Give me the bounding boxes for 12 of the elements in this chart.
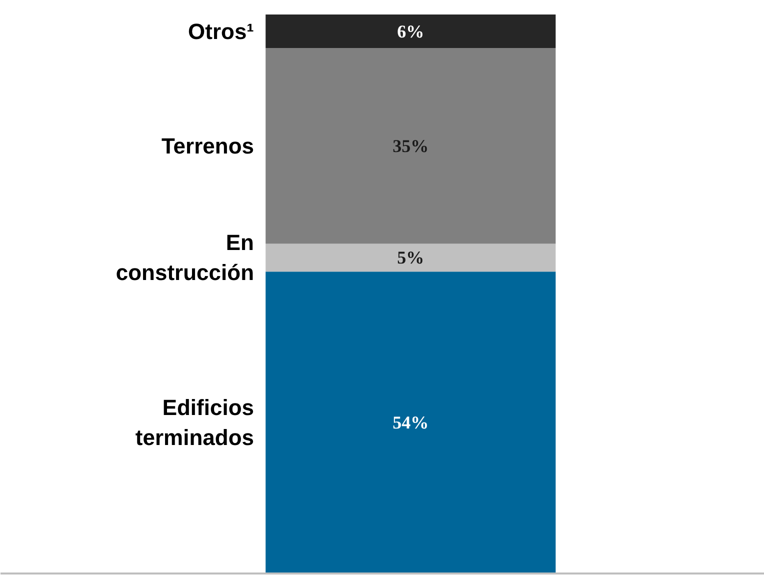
bar — [266, 48, 556, 244]
data-label: 5% — [397, 248, 424, 268]
series-label: Otros¹ — [188, 18, 254, 44]
data-label: 35% — [392, 136, 429, 156]
bar — [266, 272, 556, 574]
data-label: 6% — [397, 21, 424, 42]
data-label: 54% — [392, 412, 429, 433]
series-label: Edificios terminados — [135, 395, 254, 450]
bar — [266, 244, 556, 272]
series-label: Terrenos — [161, 133, 254, 158]
bar — [266, 14, 556, 48]
series-label: En construcción — [116, 230, 254, 286]
